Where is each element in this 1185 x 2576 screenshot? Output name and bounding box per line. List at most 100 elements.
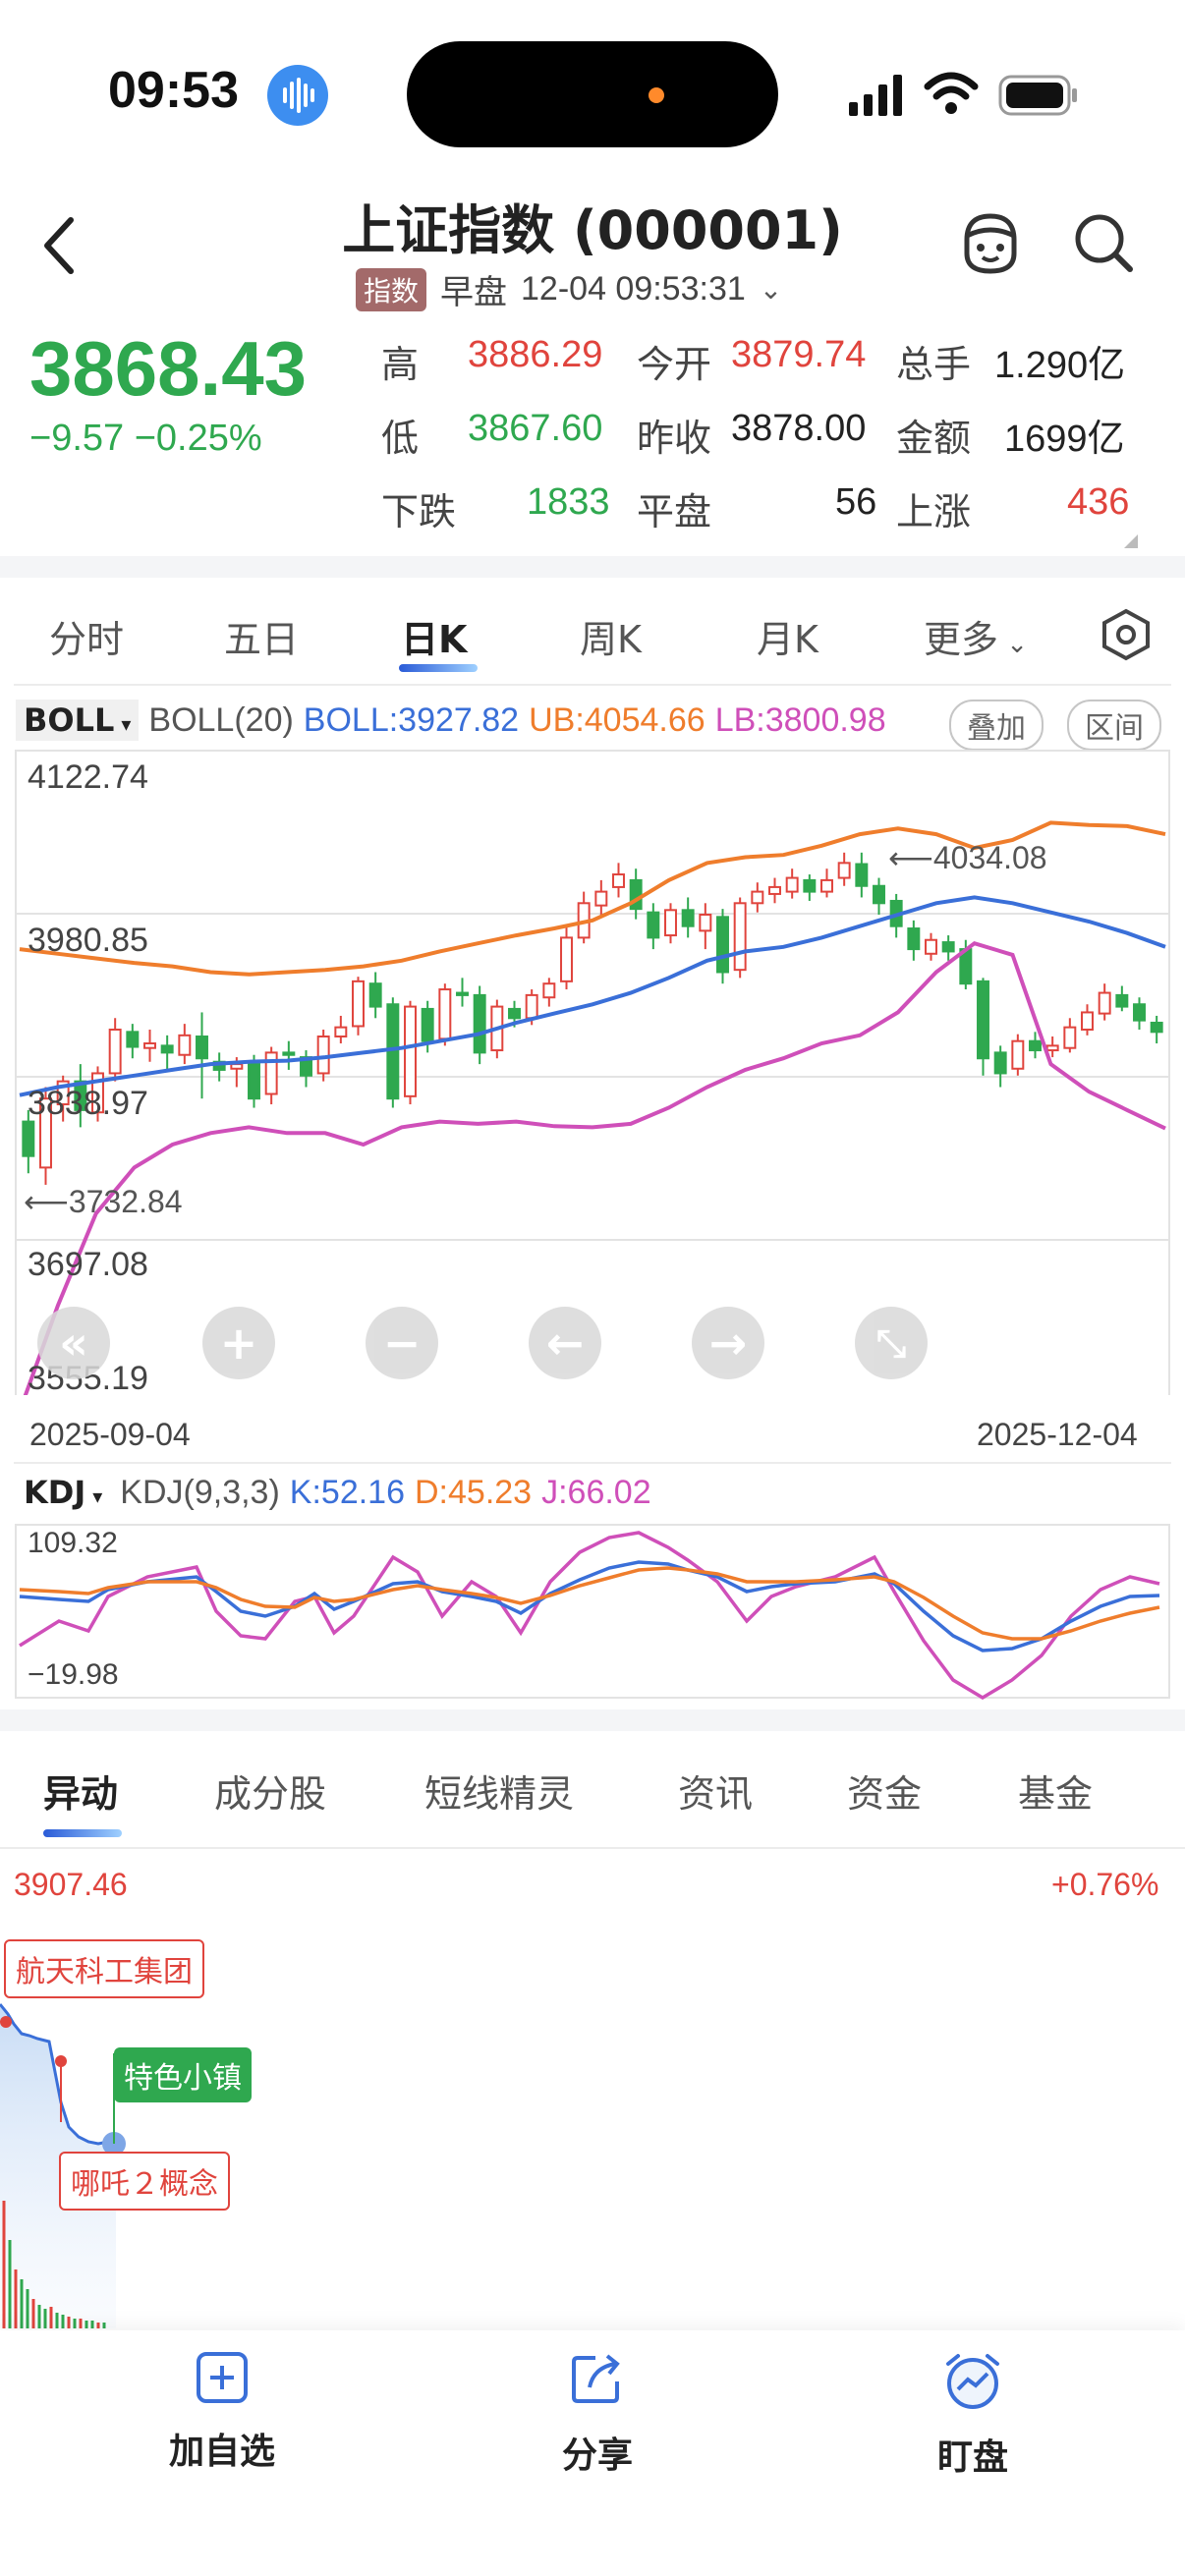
tabs-border <box>0 1847 1185 1849</box>
min-marker: ⟵3732.84 <box>24 1184 183 1219</box>
scroll-left-button[interactable]: ← <box>529 1307 601 1379</box>
tab-anomaly[interactable]: 异动 <box>43 1772 119 1816</box>
overlay-button[interactable]: 叠加 <box>949 700 1044 751</box>
kdj-selector[interactable]: KDJ ▾ <box>16 1472 111 1513</box>
tab-news[interactable]: 资讯 <box>678 1772 754 1816</box>
candle-body <box>993 1051 1007 1075</box>
page-title: 上证指数 (000001) <box>342 199 843 261</box>
session-label: 早盘 <box>440 273 508 312</box>
fullscreen-button[interactable]: ⤡ <box>855 1307 928 1379</box>
candle-body <box>74 1080 87 1111</box>
quote-meta[interactable]: 指数 早盘 12-04 09:53:31 ⌄ <box>356 265 782 313</box>
candle-body <box>1098 991 1111 1015</box>
stat-up-label: 上涨 <box>896 490 972 533</box>
watch-market-button[interactable]: 盯盘 <box>875 2350 1071 2480</box>
stat-down-value: 1833 <box>527 481 610 523</box>
add-watchlist-button[interactable]: 加自选 <box>124 2350 320 2474</box>
boll-name: BOLL(20) <box>148 700 294 739</box>
candle-body <box>39 1097 52 1169</box>
tab-short-term-genie[interactable]: 短线精灵 <box>424 1772 575 1816</box>
active-tab-indicator <box>399 664 478 672</box>
candle-body <box>56 1080 70 1106</box>
boll-ub: UB:4054.66 <box>529 700 705 739</box>
stat-flat-label: 平盘 <box>637 490 712 533</box>
candle-body <box>647 911 660 939</box>
range-button[interactable]: 区间 <box>1067 700 1161 751</box>
kline-tabs: 分时 五日 日K 周K 月K 更多 ⌄ <box>0 580 1185 688</box>
event-tag-aerospace[interactable]: 航天科工集团 <box>4 1939 204 1998</box>
date-end: 2025-12-04 <box>977 1417 1138 1452</box>
candle-body <box>1081 1011 1094 1031</box>
stat-high: 高 <box>381 343 420 386</box>
y-tick-2: 3980.85 <box>28 922 148 959</box>
candle-body <box>1115 993 1129 1008</box>
stat-open-value: 3879.74 <box>731 334 867 375</box>
boll-lb: LB:3800.98 <box>714 700 886 739</box>
tab-fund[interactable]: 基金 <box>1018 1772 1094 1816</box>
tab-monthly-k[interactable]: 月K <box>757 618 818 661</box>
tab-funds-flow[interactable]: 资金 <box>847 1772 923 1816</box>
expand-corner-icon[interactable] <box>1124 534 1138 548</box>
tab-five-day[interactable]: 五日 <box>224 618 300 661</box>
candle-body <box>22 1120 35 1157</box>
mini-intraday-chart[interactable] <box>0 1994 197 2328</box>
candle-body <box>1029 1039 1042 1052</box>
kdj-j: J:66.02 <box>541 1473 651 1511</box>
stat-up-value: 436 <box>1067 481 1130 523</box>
candle-body <box>178 1034 192 1056</box>
candle-body <box>438 988 452 1040</box>
scroll-first-button[interactable]: « <box>37 1307 110 1379</box>
active-tab-indicator <box>43 1829 122 1837</box>
zoom-in-button[interactable]: + <box>202 1307 275 1379</box>
battery-icon <box>998 75 1079 120</box>
candle-body <box>1011 1039 1025 1070</box>
candle-body <box>126 1031 140 1048</box>
kdj-j-line <box>19 1531 1160 1700</box>
tab-weekly-k[interactable]: 周K <box>580 618 642 661</box>
candle-body <box>404 1005 417 1097</box>
kdj-k-line <box>19 1560 1160 1652</box>
search-icon[interactable] <box>1073 212 1136 279</box>
zoom-out-button[interactable]: − <box>366 1307 438 1379</box>
current-price: 3868.43 <box>29 325 307 412</box>
event-tag-featured-town[interactable]: 特色小镇 <box>114 2047 252 2102</box>
watch-market-label: 盯盘 <box>936 2437 1008 2478</box>
stat-down-label: 下跌 <box>381 490 457 533</box>
kdj-chart[interactable] <box>0 1523 1185 1700</box>
share-button[interactable]: 分享 <box>499 2350 696 2478</box>
stat-volume-label: 总手 <box>896 343 972 386</box>
tab-constituents[interactable]: 成分股 <box>214 1772 327 1816</box>
tab-daily-k[interactable]: 日K <box>401 618 468 661</box>
candlestick-chart[interactable] <box>0 747 1185 1395</box>
candle-body <box>594 890 608 907</box>
scroll-right-button[interactable]: → <box>692 1307 764 1379</box>
candle-body <box>855 863 869 887</box>
event-marker <box>0 2016 12 2028</box>
dynamic-island <box>407 41 778 147</box>
section-divider <box>0 556 1185 578</box>
event-tag-nezha2[interactable]: 哪吒２概念 <box>59 2152 230 2211</box>
stat-low: 低 <box>381 417 420 460</box>
candle-body <box>837 862 851 879</box>
tab-more[interactable]: 更多 ⌄ <box>924 618 1029 661</box>
settings-hex-icon[interactable] <box>1099 607 1154 666</box>
boll-selector[interactable]: BOLL ▾ <box>16 700 140 741</box>
robot-assistant-icon[interactable] <box>957 210 1024 281</box>
candle-body <box>368 982 382 1008</box>
stat-volume-value: 1.290亿 <box>994 345 1126 386</box>
kdj-y-top: 109.32 <box>28 1527 118 1559</box>
back-button[interactable] <box>39 214 79 281</box>
candle-body <box>699 913 712 932</box>
add-square-icon <box>197 2352 248 2403</box>
tab-intraday[interactable]: 分时 <box>49 618 125 661</box>
price-change: −9.57 −0.25% <box>29 418 262 459</box>
candle-body <box>91 1072 104 1114</box>
chart-separator <box>14 1462 1171 1464</box>
candle-body <box>421 1007 434 1042</box>
candle-body <box>108 1028 122 1075</box>
candle-body <box>873 884 885 905</box>
candle-body <box>716 916 729 974</box>
candle-body <box>264 1051 278 1095</box>
candle-body <box>1133 1003 1146 1022</box>
candle-body <box>751 890 764 905</box>
